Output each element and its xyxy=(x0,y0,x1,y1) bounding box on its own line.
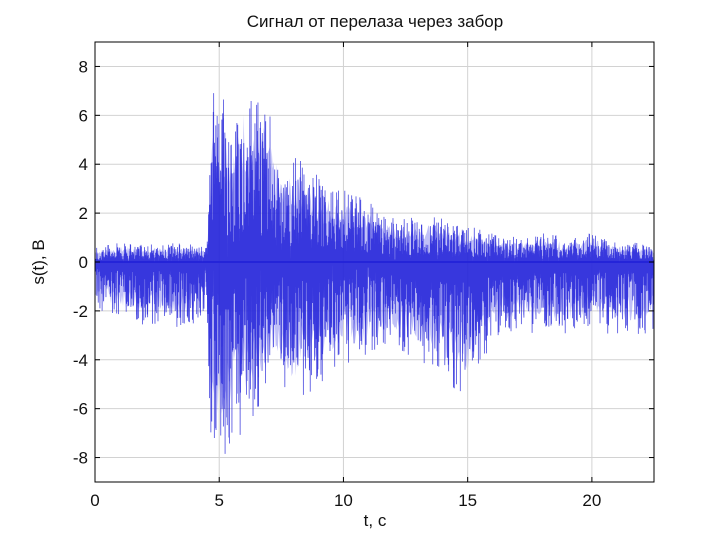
y-tick-label: 2 xyxy=(79,204,88,223)
y-axis-label: s(t), В xyxy=(29,239,48,284)
x-tick-label: 0 xyxy=(90,491,99,510)
y-tick-label: 0 xyxy=(79,253,88,272)
x-axis-label: t, c xyxy=(364,511,387,530)
y-tick-label: -8 xyxy=(73,449,88,468)
y-tick-label: 8 xyxy=(79,57,88,76)
x-tick-label: 20 xyxy=(582,491,601,510)
chart-title: Сигнал от перелаза через забор xyxy=(247,12,503,31)
axis-ticks: 0 5 10 15 20 -8 -6 -4 -2 0 2 4 6 8 xyxy=(73,42,654,510)
y-tick-label: -4 xyxy=(73,351,88,370)
x-tick-label: 10 xyxy=(334,491,353,510)
signal-line xyxy=(94,93,655,454)
y-tick-label: 4 xyxy=(79,155,88,174)
y-tick-label: 6 xyxy=(79,106,88,125)
y-tick-label: -6 xyxy=(73,400,88,419)
x-tick-label: 15 xyxy=(458,491,477,510)
grid-lines xyxy=(94,42,654,482)
y-tick-label: -2 xyxy=(73,302,88,321)
x-tick-label: 5 xyxy=(214,491,223,510)
signal-series xyxy=(94,93,655,454)
